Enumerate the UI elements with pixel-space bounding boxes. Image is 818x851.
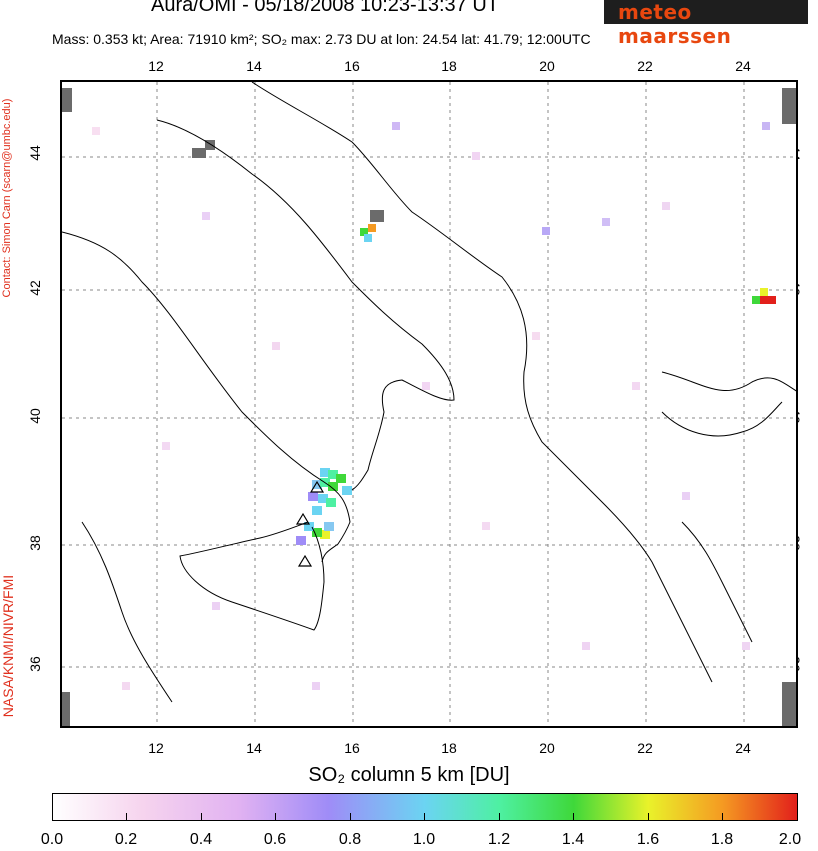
italy-tyrrhenian-coast — [62, 231, 351, 563]
chalkidiki-coast — [661, 401, 783, 437]
lon-tick-top: 24 — [735, 58, 751, 74]
so2-background-speckle — [92, 122, 770, 690]
lon-tick-top: 22 — [637, 58, 653, 74]
colorbar-label: 1.4 — [561, 831, 585, 848]
stats-line: Mass: 0.353 kt; Area: 71910 km²; SO₂ max… — [52, 31, 591, 47]
lon-tick-bottom: 24 — [735, 740, 751, 756]
lat-label: lat: — [461, 31, 481, 47]
colorbar-label: 0.8 — [338, 831, 362, 848]
lon-tick-top: 18 — [441, 58, 457, 74]
lon-tick-bottom: 18 — [441, 740, 457, 756]
mass-label: Mass: — [52, 31, 90, 47]
logo-text: meteo maarssen — [618, 0, 732, 48]
colorbar-label: 0.0 — [40, 831, 64, 848]
colorbar-tick — [648, 813, 649, 821]
colorbar-tick — [573, 813, 574, 821]
contact-label: Contact: Simon Carn (scarn@umbc.edu) — [1, 98, 13, 298]
lon-tick-bottom: 22 — [637, 740, 653, 756]
lon-tick-top: 20 — [539, 58, 555, 74]
map-title: Aura/OMI - 05/18/2008 10:23-13:37 UT — [151, 0, 499, 16]
colorbar-label: 1.2 — [487, 831, 511, 848]
so2-map[interactable] — [60, 80, 798, 728]
sicily-coast — [179, 521, 325, 631]
lon-value: 24.54 — [422, 31, 458, 47]
lat-tick-left: 38 — [27, 535, 43, 551]
lon-tick-bottom: 14 — [246, 740, 262, 756]
area-value: 71910 km² — [187, 31, 254, 47]
colorbar-label: 2.0 — [778, 831, 802, 848]
colorbar-label: 1.6 — [636, 831, 660, 848]
lon-tick-bottom: 16 — [344, 740, 360, 756]
so2-max-value: 2.73 DU — [325, 31, 377, 47]
mass-value: 0.353 kt — [93, 31, 144, 47]
lat-tick-left: 40 — [27, 408, 43, 424]
lat-tick-left: 44 — [27, 145, 43, 161]
at-lon-label: at lon: — [380, 31, 419, 47]
colorbar-label: 0.6 — [263, 831, 287, 848]
lon-tick-bottom: 12 — [148, 740, 164, 756]
area-label: Area: — [150, 31, 184, 47]
colorbar-label: 0.4 — [189, 831, 213, 848]
colorbar — [52, 793, 798, 821]
colorbar-title: SO₂ column 5 km [DU] — [308, 764, 510, 786]
graticule — [62, 82, 796, 726]
map-canvas — [62, 82, 796, 726]
meteo-maarssen-logo: meteo maarssen — [604, 0, 808, 48]
colorbar-label: 1.0 — [412, 831, 436, 848]
lon-tick-top: 16 — [344, 58, 360, 74]
lon-tick-top: 14 — [246, 58, 262, 74]
triangle-volcano-icon[interactable] — [295, 512, 311, 525]
croatia-so2-spot — [360, 224, 376, 242]
colorbar-label: 0.2 — [114, 831, 138, 848]
lon-tick-bottom: 20 — [539, 740, 555, 756]
peloponnese-coast — [681, 521, 753, 643]
sardinia-coast — [81, 521, 173, 703]
etna-so2-plume — [296, 468, 352, 545]
colorbar-tick — [126, 813, 127, 821]
so2-max-spot — [752, 288, 776, 304]
colorbar-label: 1.8 — [710, 831, 734, 848]
italy-adriatic-coast — [156, 119, 455, 491]
aegean-north-coast — [661, 371, 796, 392]
colorbar-tick — [499, 813, 500, 821]
balkan-coast — [251, 82, 713, 683]
no-data-patches — [62, 88, 796, 726]
colorbar-tick — [201, 813, 202, 821]
credit-label: NASA/KNMI/NIVR/FMI — [0, 574, 16, 718]
lat-value: 41.79 — [483, 31, 519, 47]
triangle-volcano-icon[interactable] — [309, 480, 325, 493]
lat-tick-left: 42 — [27, 280, 43, 296]
colorbar-tick — [350, 813, 351, 821]
time-value: 12:00UTC — [526, 31, 591, 47]
so2-max-label: SO₂ max: — [261, 31, 322, 47]
volcano-markers — [295, 480, 325, 567]
lon-tick-top: 12 — [148, 58, 164, 74]
triangle-volcano-icon[interactable] — [297, 554, 313, 567]
lat-tick-left: 36 — [27, 656, 43, 672]
colorbar-tick — [424, 813, 425, 821]
coastlines — [62, 82, 796, 703]
colorbar-tick — [275, 813, 276, 821]
colorbar-tick — [722, 813, 723, 821]
